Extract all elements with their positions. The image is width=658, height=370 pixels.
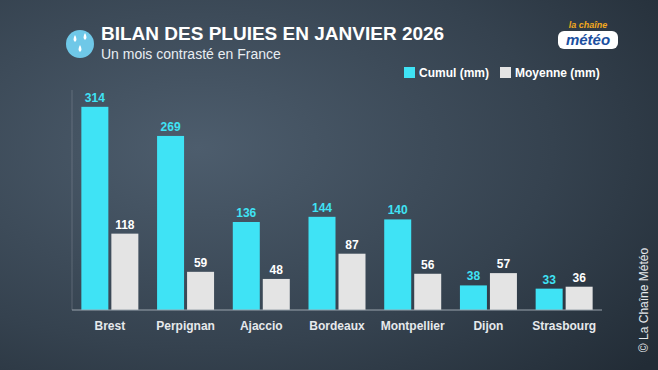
bar [490, 273, 517, 310]
bar [187, 272, 214, 310]
legend-label: Cumul (mm) [419, 66, 489, 80]
data-label: 33 [542, 273, 556, 287]
x-tick-label: Dijon [473, 319, 503, 333]
logo-line1: la chaîne [569, 20, 608, 30]
bar [460, 285, 487, 310]
title: BILAN DES PLUIES EN JANVIER 2026 [101, 23, 444, 44]
chart-svg: BILAN DES PLUIES EN JANVIER 2026 Un mois … [0, 0, 658, 370]
baseline [72, 310, 602, 311]
legend-swatch [500, 67, 511, 78]
x-tick-label: Strasbourg [532, 319, 596, 333]
x-tick-label: Ajaccio [240, 319, 283, 333]
bar [81, 107, 108, 310]
background [0, 0, 658, 370]
rain-icon [66, 30, 94, 58]
bar [536, 289, 563, 310]
rain-drop [74, 35, 77, 42]
bar [111, 234, 138, 310]
data-label: 314 [85, 91, 105, 105]
rain-drop [84, 33, 87, 40]
legend-swatch [404, 67, 415, 78]
bar [263, 279, 290, 310]
logo-line2: météo [566, 31, 610, 48]
x-tick-label: Perpignan [156, 319, 215, 333]
source-credit: © La Chaîne Météo [637, 248, 651, 353]
bar [309, 217, 336, 310]
bar [414, 274, 441, 310]
rain-drop [79, 45, 82, 52]
chart-root: BILAN DES PLUIES EN JANVIER 2026 Un mois … [0, 0, 658, 370]
bars [81, 107, 592, 310]
x-tick-label: Montpellier [381, 319, 445, 333]
data-label: 269 [161, 120, 181, 134]
data-label: 87 [345, 238, 359, 252]
logo-box [558, 31, 618, 49]
data-label: 136 [236, 206, 256, 220]
data-label: 57 [497, 257, 511, 271]
bar [384, 219, 411, 310]
data-label: 59 [194, 256, 208, 270]
bar [339, 254, 366, 310]
data-label: 140 [388, 203, 408, 217]
subtitle: Un mois contrasté en France [101, 46, 281, 62]
bar [566, 287, 593, 310]
bar [233, 222, 260, 310]
bar [157, 136, 184, 310]
data-labels: 314 118 269 59 136 48 144 87 140 56 38 57 33 36 [85, 91, 586, 287]
data-label: 48 [270, 263, 284, 277]
x-tick-label: Brest [95, 319, 126, 333]
data-label: 144 [312, 201, 332, 215]
y-axis-line [72, 90, 73, 310]
data-label: 36 [572, 271, 586, 285]
data-label: 38 [467, 269, 481, 283]
x-tick-label: Bordeaux [309, 319, 365, 333]
legend-label: Moyenne (mm) [515, 66, 600, 80]
data-label: 118 [115, 218, 135, 232]
data-label: 56 [421, 258, 435, 272]
